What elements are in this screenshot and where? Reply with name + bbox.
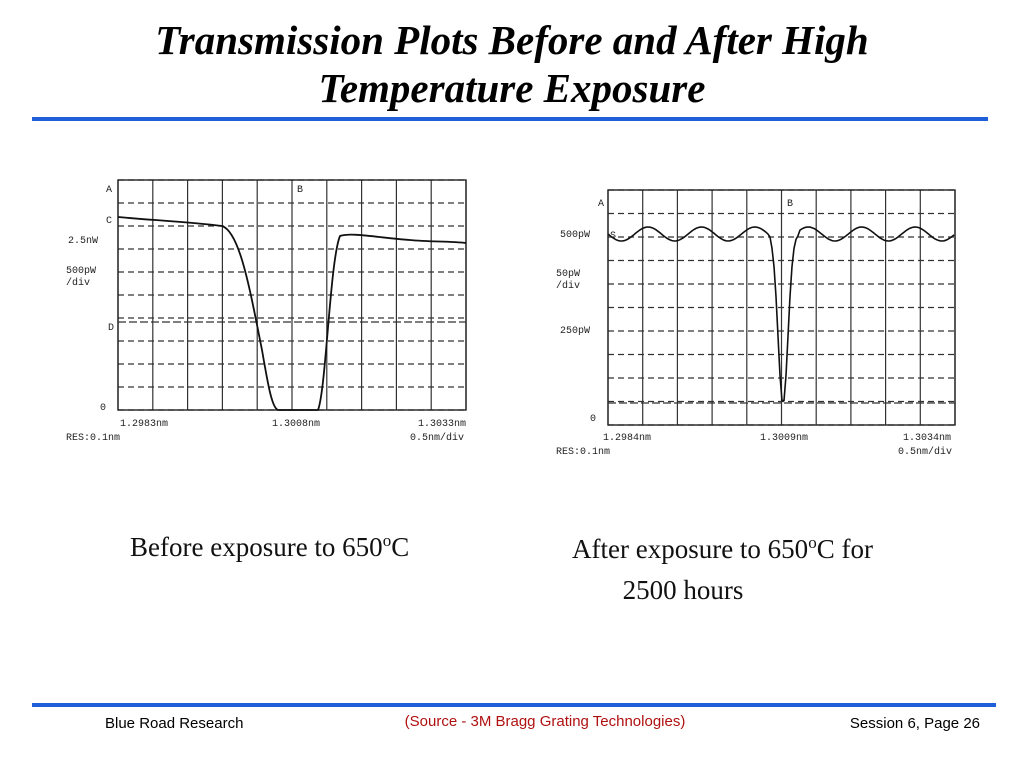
label: 0	[590, 414, 596, 425]
trace	[117, 216, 467, 411]
label: B	[297, 185, 303, 196]
footer-source: (Source - 3M Bragg Grating Technologies)	[405, 713, 686, 730]
caption: After exposure to 650oC for	[572, 533, 873, 564]
span: 0.5nm/div	[898, 446, 952, 458]
trace	[607, 226, 955, 402]
x-label: 1.2983nm	[120, 419, 168, 430]
label: B	[787, 199, 793, 210]
label: 250pW	[560, 326, 590, 337]
span: 0.5nm/div	[410, 432, 464, 444]
label: A	[106, 185, 112, 196]
x-label: 1.3034nm	[903, 433, 951, 444]
label: 50pW	[556, 269, 580, 280]
label: 0	[100, 403, 106, 414]
title-line: Transmission Plots Before and After High	[155, 17, 868, 63]
footer-page: Session 6, Page 26	[850, 715, 980, 732]
caption-text: After exposure to 650	[572, 534, 808, 564]
right-labels: A B S 500pW 50pW /div 250pW 0 1.2984nm 1…	[556, 199, 952, 458]
x-label: 1.3009nm	[760, 433, 808, 444]
caption-sup: o	[383, 531, 392, 550]
right-plot	[607, 189, 956, 426]
x-label: 1.2984nm	[603, 433, 651, 444]
caption-text: C for	[817, 534, 873, 564]
caption-text: C	[391, 532, 409, 562]
label: /div	[556, 280, 580, 292]
footer-left: Blue Road Research	[105, 715, 243, 732]
left-labels: A C 2.5nW 500pW /div D 0 B 1.2983nm 1.30…	[66, 185, 466, 444]
caption: Before exposure to 650oC	[130, 531, 409, 562]
left-plot	[117, 179, 467, 411]
label: S	[610, 231, 616, 242]
label: 500pW	[66, 266, 96, 277]
res: RES:0.1nm	[556, 447, 610, 458]
label: D	[108, 323, 114, 334]
res: RES:0.1nm	[66, 433, 120, 444]
label: 2.5nW	[68, 236, 98, 247]
caption: 2500 hours	[623, 575, 744, 605]
divider	[32, 703, 996, 707]
label: 500pW	[560, 230, 590, 241]
label: A	[598, 199, 604, 210]
title-line: Temperature Exposure	[319, 65, 706, 111]
label: C	[106, 216, 112, 227]
label: /div	[66, 277, 90, 289]
divider	[32, 117, 988, 121]
x-label: 1.3008nm	[272, 419, 320, 430]
caption-text: Before exposure to 650	[130, 532, 383, 562]
plot-frame	[607, 189, 956, 426]
x-label: 1.3033nm	[418, 419, 466, 430]
caption-sup: o	[808, 533, 817, 552]
